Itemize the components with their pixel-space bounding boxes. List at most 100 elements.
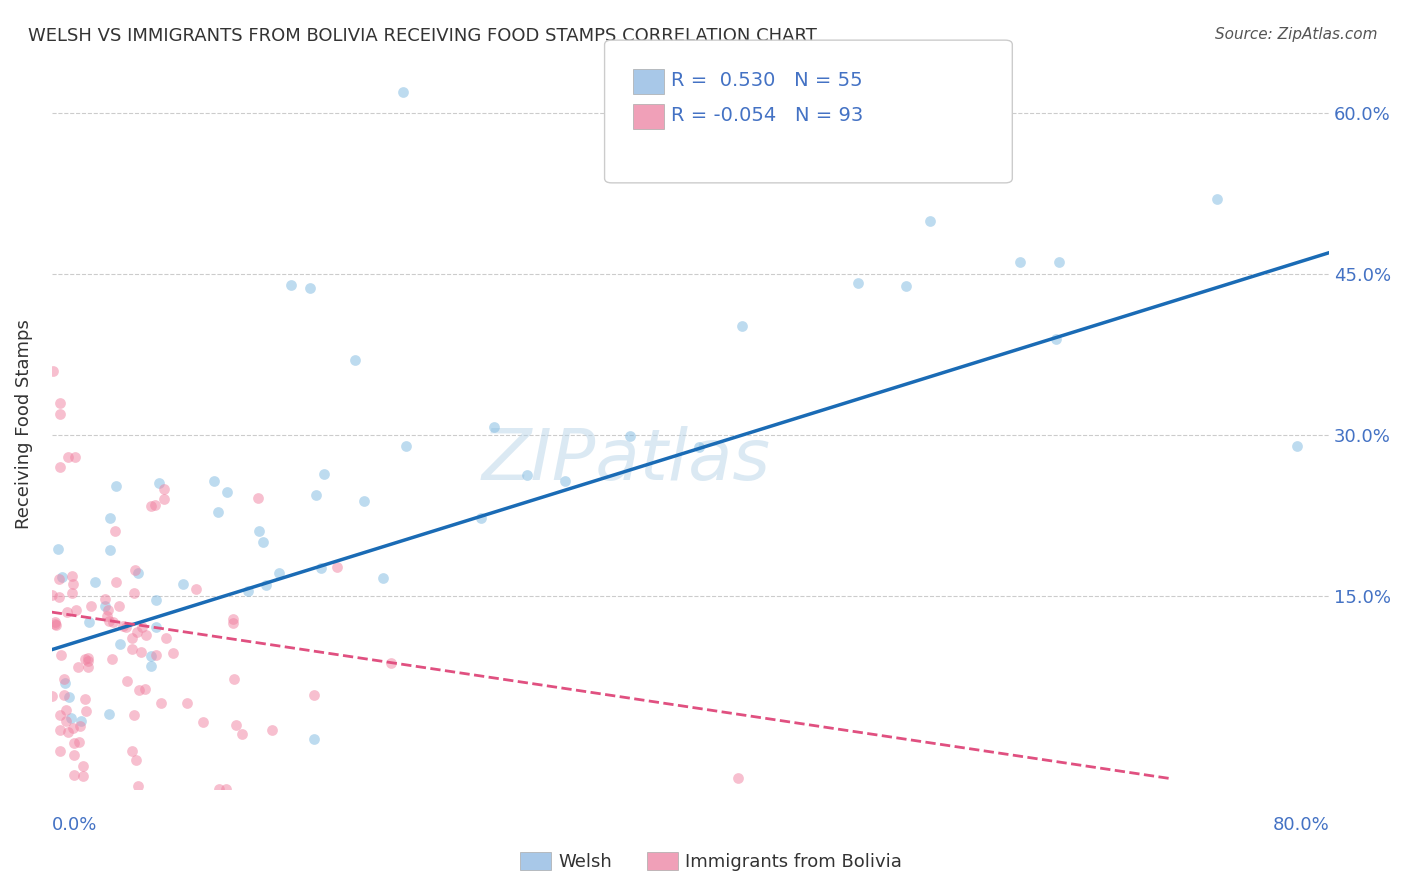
Text: 80.0%: 80.0% xyxy=(1272,816,1329,834)
Point xyxy=(309,560,332,574)
Point xyxy=(207,505,229,519)
Point xyxy=(225,718,247,732)
Point xyxy=(53,688,76,702)
Point xyxy=(312,467,335,481)
Point xyxy=(302,688,325,702)
Point xyxy=(48,396,70,410)
Point xyxy=(470,511,492,525)
Point xyxy=(215,485,238,500)
Point xyxy=(72,758,94,772)
Point xyxy=(688,440,710,454)
Point xyxy=(121,743,143,757)
Point xyxy=(134,682,156,697)
Point xyxy=(247,524,270,538)
Point xyxy=(124,586,146,600)
Point xyxy=(145,648,167,662)
Point xyxy=(727,772,749,786)
Point xyxy=(49,744,72,758)
Y-axis label: Receiving Food Stamps: Receiving Food Stamps xyxy=(15,319,32,529)
Point xyxy=(262,723,284,738)
Text: Welsh: Welsh xyxy=(558,853,612,871)
Point xyxy=(127,624,149,639)
Point xyxy=(254,578,277,592)
Point xyxy=(98,510,121,524)
Point xyxy=(44,617,66,632)
Point xyxy=(42,364,65,378)
Point xyxy=(41,589,63,603)
Point xyxy=(247,491,270,505)
Point xyxy=(96,609,118,624)
Point xyxy=(80,599,103,613)
Point xyxy=(896,278,918,293)
Point xyxy=(222,612,245,626)
Point xyxy=(141,500,163,514)
Point xyxy=(58,724,80,739)
Point xyxy=(104,524,127,539)
Point xyxy=(60,585,83,599)
Point xyxy=(98,614,121,628)
Point xyxy=(353,494,375,508)
Point xyxy=(145,620,167,634)
Point xyxy=(60,711,83,725)
Point xyxy=(131,620,153,634)
Point xyxy=(191,714,214,729)
Point xyxy=(148,475,170,490)
Point xyxy=(62,577,84,591)
Point xyxy=(145,593,167,607)
Point xyxy=(394,439,416,453)
Point xyxy=(121,641,143,656)
Point xyxy=(125,753,148,767)
Point xyxy=(96,603,118,617)
Point xyxy=(52,672,75,686)
Point xyxy=(41,689,63,703)
Text: 0.0%: 0.0% xyxy=(52,816,97,834)
Point xyxy=(105,575,128,590)
Point xyxy=(48,590,70,604)
Point xyxy=(139,648,162,663)
Point xyxy=(152,482,174,496)
Point xyxy=(122,707,145,722)
Point xyxy=(121,631,143,645)
Point xyxy=(325,559,347,574)
Point xyxy=(48,573,70,587)
Point xyxy=(846,276,869,290)
Point xyxy=(269,566,291,581)
Point xyxy=(222,615,245,630)
Point xyxy=(62,768,84,782)
Point xyxy=(124,563,146,577)
Point xyxy=(280,277,302,292)
Point xyxy=(128,683,150,698)
Point xyxy=(516,468,538,483)
Point xyxy=(115,674,138,689)
Point xyxy=(73,691,96,706)
Point xyxy=(1286,439,1309,453)
Point xyxy=(380,656,402,670)
Point xyxy=(55,714,77,728)
Point xyxy=(48,407,70,421)
Point xyxy=(371,571,394,585)
Point xyxy=(77,651,100,665)
Point xyxy=(1206,192,1229,206)
Point xyxy=(77,660,100,674)
Point xyxy=(139,659,162,673)
Point xyxy=(55,675,77,690)
Point xyxy=(77,615,100,630)
Text: ZIPatlas: ZIPatlas xyxy=(482,426,770,495)
Point xyxy=(918,213,941,227)
Point xyxy=(63,748,86,763)
Point xyxy=(51,648,73,662)
Point xyxy=(75,704,97,718)
Point xyxy=(101,652,124,666)
Point xyxy=(60,569,83,583)
Point xyxy=(231,727,253,741)
Point xyxy=(215,782,238,797)
Point xyxy=(65,603,87,617)
Point xyxy=(1010,255,1032,269)
Point xyxy=(84,575,107,590)
Point xyxy=(48,460,70,475)
Point xyxy=(298,281,321,295)
Point xyxy=(305,488,328,502)
Point xyxy=(392,85,415,99)
Point xyxy=(135,628,157,642)
Point xyxy=(63,450,86,465)
